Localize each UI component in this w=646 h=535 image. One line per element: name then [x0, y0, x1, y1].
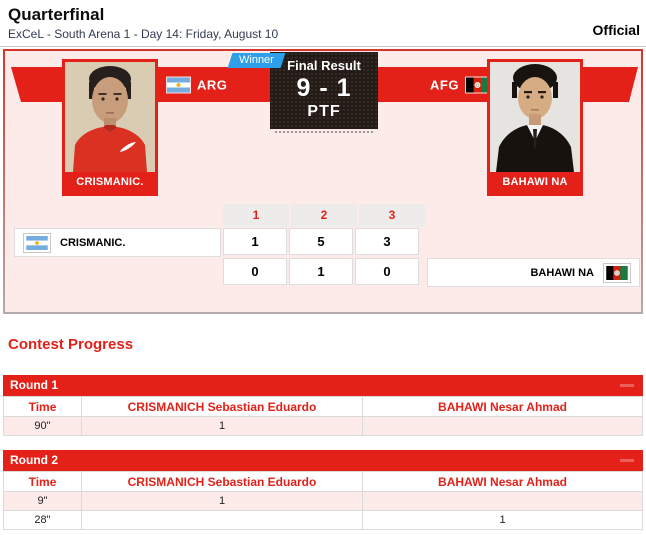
home-round1-score: 1 — [223, 228, 287, 255]
page-header: Quarterfinal ExCeL - South Arena 1 - Day… — [0, 0, 646, 47]
afghanistan-flag-icon — [465, 76, 490, 93]
home-nameplate: CRISMANIC. — [65, 172, 155, 193]
round-1-block: Round 1 Time CRISMANICH Sebastian Eduard… — [3, 375, 643, 436]
home-score-row: 1 5 3 — [223, 228, 421, 255]
round-header-row: 1 2 3 — [223, 204, 427, 227]
final-result-label: Final Result — [287, 58, 361, 73]
home-athlete-photo — [65, 62, 155, 172]
contest-progress-section: Round 1 Time CRISMANICH Sebastian Eduard… — [3, 375, 643, 530]
home-points: 1 — [81, 416, 363, 436]
away-athlete-card: BAHAWI NA — [487, 59, 583, 196]
home-noc-label: ARG — [197, 77, 228, 92]
away-noc-group: AFG — [430, 76, 490, 93]
away-noc-label: AFG — [430, 77, 459, 92]
time-column-header: Time — [3, 471, 82, 492]
home-column-header: CRISMANICH Sebastian Eduardo — [81, 471, 363, 492]
home-round3-score: 3 — [355, 228, 419, 255]
home-round2-score: 5 — [289, 228, 353, 255]
winner-badge: Winner — [227, 53, 286, 68]
time-column-header: Time — [3, 396, 82, 417]
away-score-row: 0 1 0 — [223, 258, 421, 285]
away-nameplate: BAHAWI NA — [490, 172, 580, 193]
away-points — [362, 416, 643, 436]
away-athlete-photo — [490, 62, 580, 172]
round-2-header: 2 — [291, 204, 357, 227]
away-round2-score: 1 — [289, 258, 353, 285]
round-2-block: Round 2 Time CRISMANICH Sebastian Eduard… — [3, 450, 643, 530]
page-title: Quarterfinal — [8, 5, 105, 24]
away-column-header: BAHAWI Nesar Ahmad — [362, 471, 643, 492]
result-method: PTF — [307, 103, 341, 120]
final-score: 9 - 1 — [296, 74, 352, 102]
round-1-table: Time CRISMANICH Sebastian Eduardo BAHAWI… — [3, 396, 643, 436]
home-column-header: CRISMANICH Sebastian Eduardo — [81, 396, 363, 417]
home-score-name-cell: CRISMANIC. — [14, 228, 221, 257]
home-noc-group: ARG — [166, 76, 227, 93]
argentina-flag-icon — [166, 76, 191, 93]
event-time: 28" — [3, 510, 82, 530]
event-time: 90" — [3, 416, 82, 436]
round-1-bar[interactable]: Round 1 — [3, 375, 643, 396]
round-1-header: 1 — [223, 204, 289, 227]
away-points: 1 — [362, 510, 643, 530]
home-points: 1 — [81, 491, 363, 511]
away-name: BAHAWI NA — [530, 266, 594, 279]
away-points — [362, 491, 643, 511]
away-round3-score: 0 — [355, 258, 419, 285]
contest-progress-heading: Contest Progress — [8, 336, 134, 353]
venue-subtitle: ExCeL - South Arena 1 - Day 14: Friday, … — [8, 27, 279, 41]
table-row: 90" 1 — [3, 416, 643, 436]
table-row: 9" 1 — [3, 491, 643, 511]
home-athlete-card: CRISMANIC. — [62, 59, 158, 196]
status-badge: Official — [592, 22, 640, 38]
final-result-panel: Final Result 9 - 1 PTF — [270, 52, 378, 133]
table-row: 28" 1 — [3, 510, 643, 530]
home-name: CRISMANIC. — [60, 236, 126, 249]
afghanistan-flag-icon — [603, 262, 631, 283]
round-2-bar[interactable]: Round 2 — [3, 450, 643, 471]
event-time: 9" — [3, 491, 82, 511]
round-3-header: 3 — [359, 204, 425, 227]
away-score-name-cell: BAHAWI NA — [427, 258, 640, 287]
collapse-icon — [620, 459, 634, 462]
home-points — [81, 510, 363, 530]
round-2-table: Time CRISMANICH Sebastian Eduardo BAHAWI… — [3, 471, 643, 530]
scoreboard-panel: ARG AFG — [3, 49, 643, 314]
argentina-flag-icon — [23, 232, 51, 253]
away-round1-score: 0 — [223, 258, 287, 285]
away-column-header: BAHAWI Nesar Ahmad — [362, 396, 643, 417]
collapse-icon — [620, 384, 634, 387]
